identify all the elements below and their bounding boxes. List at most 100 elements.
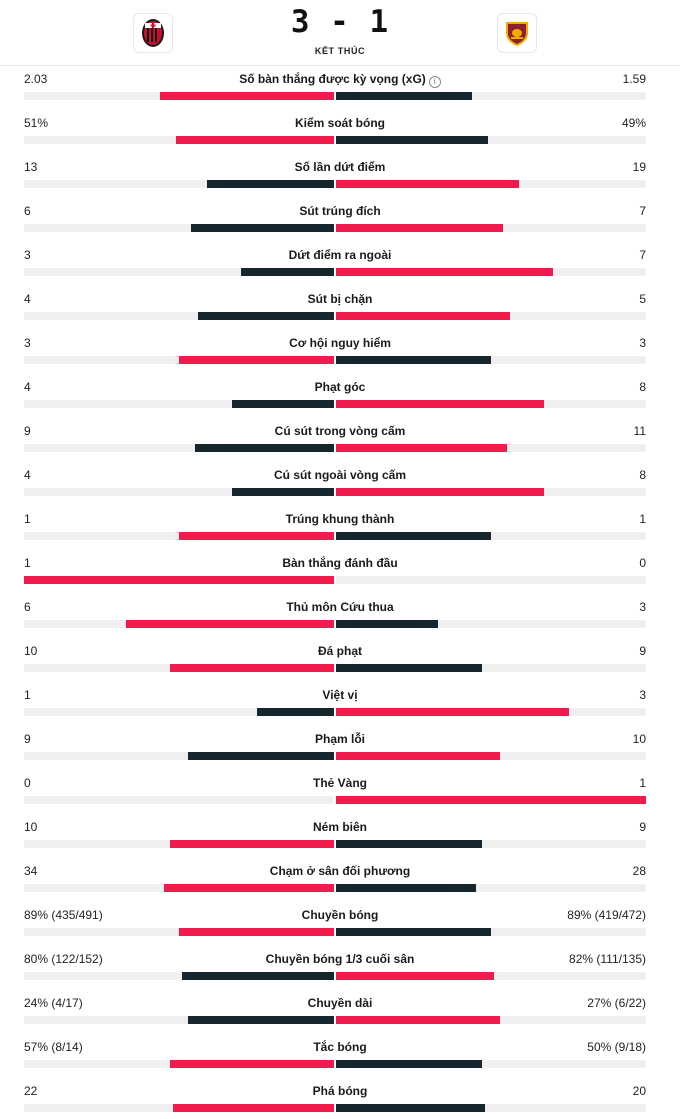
stat-row: 6 Thủ môn Cứu thua 3 <box>0 597 680 641</box>
home-value: 4 <box>24 292 31 306</box>
away-bar-track <box>336 356 646 364</box>
stat-label: Kiểm soát bóng <box>0 116 680 130</box>
stat-label: Sút trúng đích <box>0 204 680 218</box>
home-value: 0 <box>24 776 31 790</box>
home-value: 22 <box>24 1084 38 1098</box>
ac-milan-crest-icon <box>142 19 164 47</box>
stat-label-text: Đá phạt <box>317 644 362 658</box>
stat-label: Thẻ Vàng <box>0 776 680 790</box>
home-value: 4 <box>24 468 31 482</box>
away-value: 8 <box>639 380 646 394</box>
stat-row: 3 Dứt điểm ra ngoài 7 <box>0 245 680 289</box>
stat-label: Cú sút trong vòng cấm <box>0 424 680 438</box>
home-bar-track <box>24 136 334 144</box>
home-bar-track <box>24 840 334 848</box>
stat-label: Số lần dứt điểm <box>0 160 680 174</box>
home-team-logo[interactable] <box>133 13 173 53</box>
away-value: 28 <box>632 864 646 878</box>
home-bar <box>175 136 334 144</box>
away-value: 82% (111/135) <box>569 952 646 966</box>
home-bar <box>191 224 334 232</box>
stat-label: Thủ môn Cứu thua <box>0 600 680 614</box>
home-value: 1 <box>24 512 31 526</box>
home-bar <box>172 1104 334 1112</box>
away-team-logo[interactable] <box>497 13 537 53</box>
away-value: 9 <box>639 644 646 658</box>
away-value: 49% <box>621 116 646 130</box>
away-bar-track <box>336 1104 646 1112</box>
stat-row: 80% (122/152) Chuyền bóng 1/3 cuối sân 82%… <box>0 949 680 993</box>
home-bar-track <box>24 224 334 232</box>
away-value: 11 <box>633 424 646 438</box>
home-value: 1 <box>24 556 31 570</box>
stat-row: 1 Việt vị 3 <box>0 685 680 729</box>
home-bar <box>24 576 334 584</box>
away-bar <box>336 268 553 276</box>
away-bar-track <box>336 664 646 672</box>
match-header: 3 - 1 KẾT THÚC <box>0 0 680 66</box>
stat-label-text: Bàn thắng đánh đầu <box>282 556 398 570</box>
stat-label: Số bàn thắng được kỳ vọng (xG) i <box>0 72 680 88</box>
stat-label-text: Kiểm soát bóng <box>294 116 385 130</box>
stat-row: 34 Chạm ở sân đối phương 28 <box>0 861 680 905</box>
away-bar <box>336 840 482 848</box>
home-value: 34 <box>24 864 38 878</box>
away-value: 5 <box>639 292 646 306</box>
home-bar <box>169 664 334 672</box>
home-bar <box>231 400 334 408</box>
home-bar-track <box>24 884 334 892</box>
home-bar-track <box>24 356 334 364</box>
stat-label: Phạm lỗi <box>0 732 680 746</box>
home-bar <box>179 532 334 540</box>
home-value: 2.03 <box>24 72 48 86</box>
home-bar <box>197 312 334 320</box>
home-bar <box>160 92 334 100</box>
stat-row: 22 Phá bóng 20 <box>0 1081 680 1119</box>
away-bar <box>336 796 646 804</box>
stat-label-text: Thủ môn Cứu thua <box>286 600 394 614</box>
home-bar-track <box>24 664 334 672</box>
away-value: 10 <box>632 732 646 746</box>
away-bar-track <box>336 796 646 804</box>
stat-label: Việt vị <box>0 688 680 702</box>
home-bar <box>179 356 334 364</box>
stat-row: 57% (8/14) Tắc bóng 50% (9/18) <box>0 1037 680 1081</box>
home-bar <box>163 884 334 892</box>
home-bar <box>188 1016 334 1024</box>
match-score: 3 - 1 <box>290 4 390 40</box>
home-bar-track <box>24 1060 334 1068</box>
home-value: 57% (8/14) <box>24 1040 83 1054</box>
stat-label-text: Chạm ở sân đối phương <box>269 864 411 878</box>
stat-label-text: Chuyền bóng <box>301 908 379 922</box>
home-value: 9 <box>24 732 31 746</box>
home-bar <box>231 488 334 496</box>
home-value: 1 <box>24 688 31 702</box>
stat-row: 6 Sút trúng đích 7 <box>0 201 680 245</box>
away-bar <box>336 356 491 364</box>
stat-label-text: Số bàn thắng được kỳ vọng (xG) <box>239 72 426 86</box>
home-bar-track <box>24 312 334 320</box>
away-value: 19 <box>632 160 646 174</box>
away-bar <box>336 444 507 452</box>
stat-row: 4 Cú sút ngoài vòng cấm 8 <box>0 465 680 509</box>
stat-label-text: Chuyền bóng 1/3 cuối sân <box>265 952 415 966</box>
stat-row: 10 Đá phạt 9 <box>0 641 680 685</box>
stat-label-text: Cú sút ngoài vòng cấm <box>273 468 406 482</box>
stat-label-text: Chuyền dài <box>307 996 373 1010</box>
away-bar-track <box>336 92 646 100</box>
away-bar-track <box>336 444 646 452</box>
away-bar-track <box>336 400 646 408</box>
stat-label-text: Phá bóng <box>312 1084 368 1098</box>
away-bar <box>336 752 501 760</box>
stat-label-text: Thẻ Vàng <box>312 776 367 790</box>
stat-label: Đá phạt <box>0 644 680 658</box>
away-bar-track <box>336 312 646 320</box>
stat-row: 24% (4/17) Chuyền dài 27% (6/22) <box>0 993 680 1037</box>
away-bar <box>336 928 491 936</box>
away-value: 1 <box>639 776 646 790</box>
match-status: KẾT THÚC <box>314 46 366 56</box>
away-value: 1.59 <box>622 72 646 86</box>
info-icon[interactable]: i <box>428 76 441 88</box>
stat-label: Ném biên <box>0 820 680 834</box>
home-value: 89% (435/491) <box>24 908 103 922</box>
